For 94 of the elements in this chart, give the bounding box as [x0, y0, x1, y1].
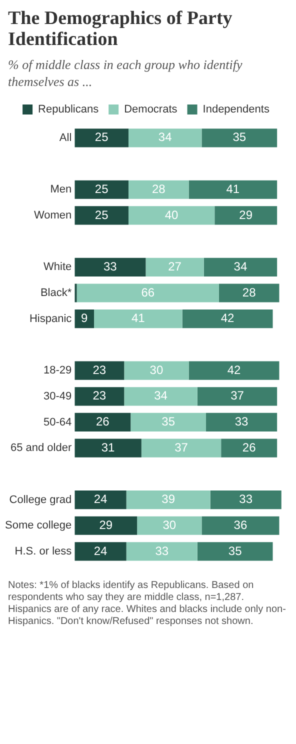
data-label: 35 [228, 544, 242, 558]
data-label: 66 [141, 285, 155, 300]
data-label: 26 [96, 414, 110, 429]
bar [74, 387, 124, 406]
data-label: 35 [232, 130, 246, 144]
bar [74, 180, 128, 199]
bar [221, 438, 278, 458]
bar [74, 516, 138, 535]
data-label: 23 [92, 362, 106, 377]
bar [182, 310, 273, 328]
data-label: 30 [162, 518, 176, 532]
data-label: 37 [174, 440, 188, 454]
legend-label: Republicans [38, 104, 100, 116]
bar [74, 206, 128, 225]
data-label: 33 [234, 414, 249, 429]
bar [74, 361, 124, 380]
y-tick-label: Women [34, 209, 72, 222]
data-label: 35 [162, 414, 176, 429]
legend-label: Democrats [124, 104, 178, 116]
data-label: 28 [152, 182, 166, 196]
bar [202, 128, 278, 148]
bar [126, 490, 210, 510]
bar [206, 412, 278, 432]
bar [197, 387, 278, 406]
data-label: 33 [239, 492, 253, 506]
bar [188, 361, 280, 380]
data-label: 37 [230, 388, 244, 403]
data-label: 42 [227, 362, 242, 377]
data-label: 31 [101, 440, 116, 454]
bar [74, 542, 126, 561]
data-label: 34 [158, 130, 172, 144]
bar [130, 412, 206, 432]
data-label: 33 [104, 259, 118, 274]
data-label: 28 [242, 285, 256, 300]
bar [74, 490, 126, 510]
bar [214, 206, 278, 225]
bar [188, 180, 278, 199]
data-label: 9 [80, 311, 88, 326]
y-tick-label: Men [50, 184, 72, 196]
data-label: 42 [220, 311, 235, 326]
bar [126, 542, 198, 561]
data-label: 41 [132, 311, 146, 326]
data-label: 25 [94, 182, 109, 196]
bar [74, 128, 128, 148]
legend-label: Independents [202, 104, 270, 116]
bar [197, 542, 273, 561]
bar [128, 206, 215, 225]
y-tick-label: 18-29 [44, 364, 72, 377]
bar [204, 258, 278, 276]
data-label: 25 [94, 130, 109, 144]
y-tick-label: Some college [4, 520, 72, 532]
data-label: 24 [94, 492, 108, 506]
data-label: 24 [94, 544, 108, 558]
bar [74, 258, 146, 276]
data-label: 41 [226, 182, 240, 196]
text: Notes: *1% of blacks identify as Republicans. Based on respondents who say they are middle class, n=1,287. Hispanics are of any race. Whites and blacks include only non-Hispanics. "Don't know/Refused" responses not shown. [8, 580, 287, 628]
bar [124, 361, 189, 380]
bar [74, 412, 131, 432]
data-label: 39 [162, 492, 176, 506]
bar [76, 284, 219, 302]
bar [94, 310, 182, 328]
bar [218, 284, 280, 302]
data-label: 36 [234, 518, 248, 532]
y-tick-label: Black* [40, 287, 72, 300]
bar [124, 387, 198, 406]
data-label: 29 [239, 208, 253, 222]
y-tick-label: 50-64 [44, 416, 72, 428]
data-label: 34 [154, 388, 168, 403]
data-label: 30 [150, 362, 164, 377]
chart-subtitle: % of middle class in each group who identify themselves as ... [8, 56, 244, 90]
data-label: 27 [168, 259, 182, 274]
data-label: 26 [242, 440, 256, 454]
y-tick-label: 30-49 [44, 390, 72, 402]
data-label: 29 [99, 518, 113, 532]
data-label: 33 [155, 544, 169, 558]
bar [210, 490, 282, 510]
data-label: 40 [164, 208, 179, 222]
bar [137, 516, 202, 535]
bar [128, 128, 202, 148]
bar [146, 258, 204, 276]
data-label: 25 [94, 208, 109, 222]
chart-title: The Demographics of Party Identification [8, 8, 234, 50]
data-label: 34 [234, 259, 248, 274]
bar [141, 438, 222, 458]
y-tick-label: All [59, 132, 72, 144]
y-tick-label: 65 and older [10, 442, 72, 454]
bar [202, 516, 280, 535]
y-tick-label: White [44, 261, 72, 274]
y-tick-label: H.S. or less [14, 546, 72, 558]
bar [74, 438, 142, 458]
data-label: 23 [92, 388, 106, 403]
y-tick-label: College grad [9, 494, 72, 506]
y-tick-label: Hispanic [29, 312, 72, 325]
bar [128, 180, 189, 199]
